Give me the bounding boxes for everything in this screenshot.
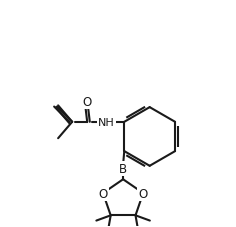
- Text: O: O: [83, 96, 92, 109]
- Text: O: O: [139, 187, 148, 200]
- Text: NH: NH: [98, 117, 115, 127]
- Text: O: O: [98, 187, 108, 200]
- Text: B: B: [119, 163, 127, 175]
